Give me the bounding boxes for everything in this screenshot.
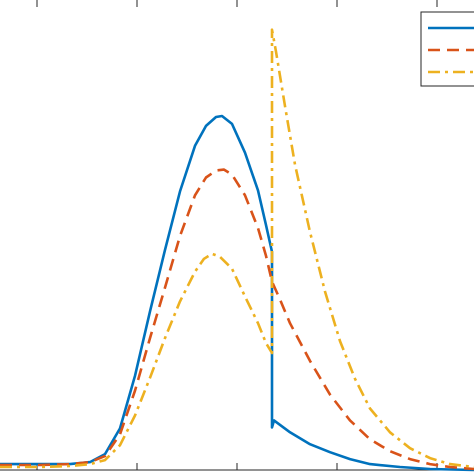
series-3-line — [0, 28, 474, 469]
legend — [420, 11, 474, 87]
series-layer — [0, 28, 474, 472]
series-2-line — [0, 168, 474, 471]
series-1-line — [0, 114, 474, 472]
